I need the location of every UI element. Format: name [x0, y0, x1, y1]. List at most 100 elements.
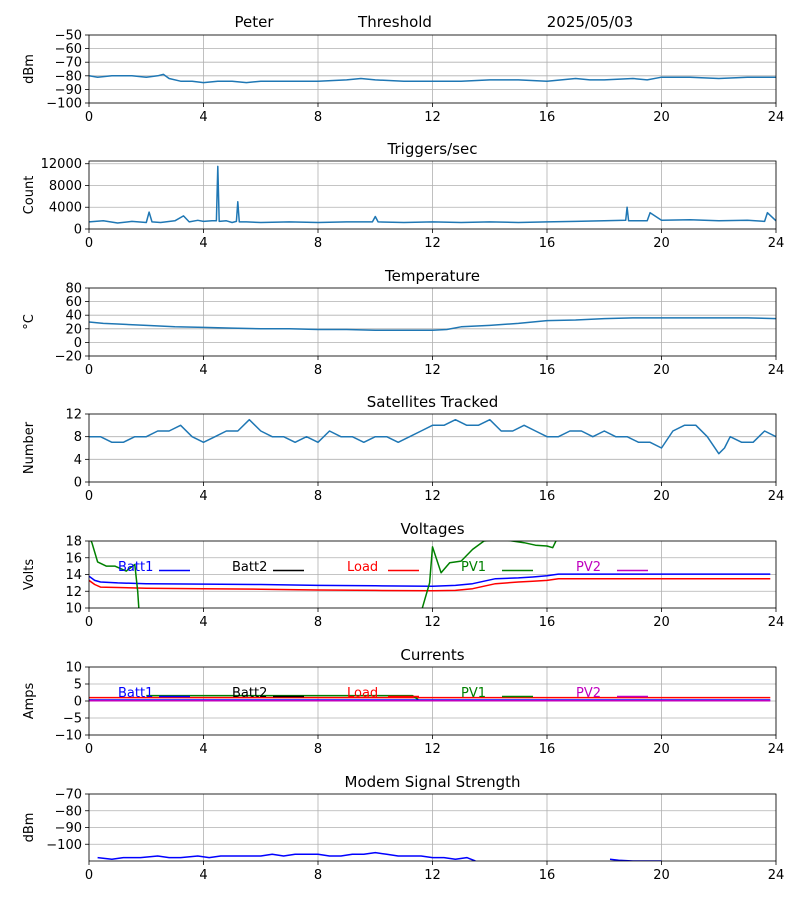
y-tick-label: 12000 — [41, 157, 82, 172]
y-tick-label: 4 — [74, 453, 82, 468]
x-tick-label: 12 — [424, 489, 441, 504]
y-tick-label: 20 — [65, 322, 82, 337]
series-line-pv1 — [90, 541, 557, 608]
x-tick-label: 16 — [539, 110, 556, 125]
y-tick-label: 12 — [65, 585, 82, 600]
y-tick-label: −60 — [55, 42, 82, 57]
chart-title: Currents — [400, 646, 464, 664]
legend-label-batt1: Batt1 — [118, 686, 153, 701]
chart-title: Temperature — [384, 267, 480, 285]
x-tick-label: 20 — [653, 489, 670, 504]
legend-label-pv2: PV2 — [576, 560, 601, 575]
x-tick-label: 20 — [653, 363, 670, 378]
y-tick-label: −70 — [55, 788, 82, 803]
y-tick-label: 16 — [65, 551, 82, 566]
chart-panel-0: 0 4 8 12 16 20 24 −100−90−80−70−60−50 dBm — [22, 29, 784, 126]
series-line — [89, 418, 776, 455]
y-tick-label: 12 — [65, 408, 82, 423]
x-tick-label: 16 — [539, 363, 556, 378]
x-tick-label: 20 — [653, 615, 670, 630]
x-tick-label: 4 — [199, 868, 207, 883]
series-line-load — [89, 577, 771, 592]
chart-panel-6: 0 4 8 12 16 20 24 −100 −90 −80−70 Modem Signal Str… — [22, 773, 784, 883]
x-tick-label: 24 — [768, 236, 785, 251]
series-line-batt1 — [89, 573, 771, 587]
x-tick-label: 0 — [85, 363, 93, 378]
x-tick-label: 4 — [199, 489, 207, 504]
series-line — [609, 858, 662, 861]
x-tick-label: 24 — [768, 489, 785, 504]
series-line — [97, 851, 476, 861]
y-axis-label: dBm — [22, 54, 37, 84]
chart-panel-1: 0 4 8 12 16 20 24 0 4000 8000 12000 Triggers/sec Cou… — [22, 140, 784, 251]
y-tick-label: −100 — [46, 838, 82, 853]
x-tick-label: 8 — [314, 868, 322, 883]
y-tick-label: 40 — [65, 309, 82, 324]
series-line-pv1 — [146, 694, 419, 701]
x-tick-label: 20 — [653, 742, 670, 757]
x-tick-label: 8 — [314, 236, 322, 251]
header-mode: Threshold — [357, 13, 432, 31]
x-tick-label: 24 — [768, 110, 785, 125]
x-tick-label: 20 — [653, 868, 670, 883]
x-tick-label: 4 — [199, 110, 207, 125]
y-tick-label: 8 — [74, 430, 82, 445]
legend-label-load: Load — [347, 686, 378, 701]
y-tick-label: −100 — [46, 97, 82, 112]
legend-label-load: Load — [347, 560, 378, 575]
series-line — [89, 165, 776, 224]
x-tick-label: 20 — [653, 236, 670, 251]
y-axis-label: Amps — [22, 682, 37, 719]
y-tick-label: −90 — [55, 821, 82, 836]
x-tick-label: 16 — [539, 868, 556, 883]
x-tick-label: 4 — [199, 363, 207, 378]
y-tick-label: −50 — [55, 29, 82, 44]
y-axis-label: dBm — [22, 813, 37, 843]
x-tick-label: 8 — [314, 489, 322, 504]
header-date: 2025/05/03 — [547, 13, 633, 31]
chart-title: Triggers/sec — [387, 140, 478, 158]
y-axis-label: Volts — [22, 559, 37, 591]
y-tick-label: −20 — [55, 350, 82, 365]
x-tick-label: 12 — [424, 363, 441, 378]
x-tick-label: 4 — [199, 236, 207, 251]
x-tick-label: 12 — [424, 742, 441, 757]
y-tick-label: 5 — [74, 678, 82, 693]
x-tick-label: 16 — [539, 236, 556, 251]
x-tick-label: 0 — [85, 615, 93, 630]
y-axis-label: Number — [22, 421, 37, 474]
x-tick-label: 0 — [85, 110, 93, 125]
x-tick-label: 8 — [314, 615, 322, 630]
chart-title: Satellites Tracked — [367, 393, 498, 411]
y-tick-label: 60 — [65, 295, 82, 310]
x-tick-label: 24 — [768, 742, 785, 757]
x-tick-label: 24 — [768, 868, 785, 883]
y-tick-label: −90 — [55, 83, 82, 98]
x-tick-label: 8 — [314, 363, 322, 378]
y-tick-label: 18 — [65, 535, 82, 550]
legend-label-pv1: PV1 — [461, 560, 486, 575]
x-tick-label: 8 — [314, 110, 322, 125]
y-tick-label: 10 — [65, 661, 82, 676]
x-tick-label: 0 — [85, 868, 93, 883]
y-tick-label: 0 — [74, 223, 82, 238]
chart-title: Voltages — [400, 520, 464, 538]
y-tick-label: 8000 — [49, 179, 82, 194]
y-tick-label: −5 — [63, 712, 82, 727]
y-tick-label: 0 — [74, 695, 82, 710]
y-tick-label: 4000 — [49, 201, 82, 216]
x-tick-label: 24 — [768, 615, 785, 630]
y-tick-label: −70 — [55, 56, 82, 71]
legend-label-batt2: Batt2 — [232, 560, 267, 575]
legend-label-pv2: PV2 — [576, 686, 601, 701]
header-station: Peter — [234, 13, 274, 31]
y-tick-label: −10 — [55, 729, 82, 744]
y-tick-label: −80 — [55, 69, 82, 84]
x-tick-label: 16 — [539, 615, 556, 630]
y-tick-label: 10 — [65, 602, 82, 617]
x-tick-label: 4 — [199, 742, 207, 757]
